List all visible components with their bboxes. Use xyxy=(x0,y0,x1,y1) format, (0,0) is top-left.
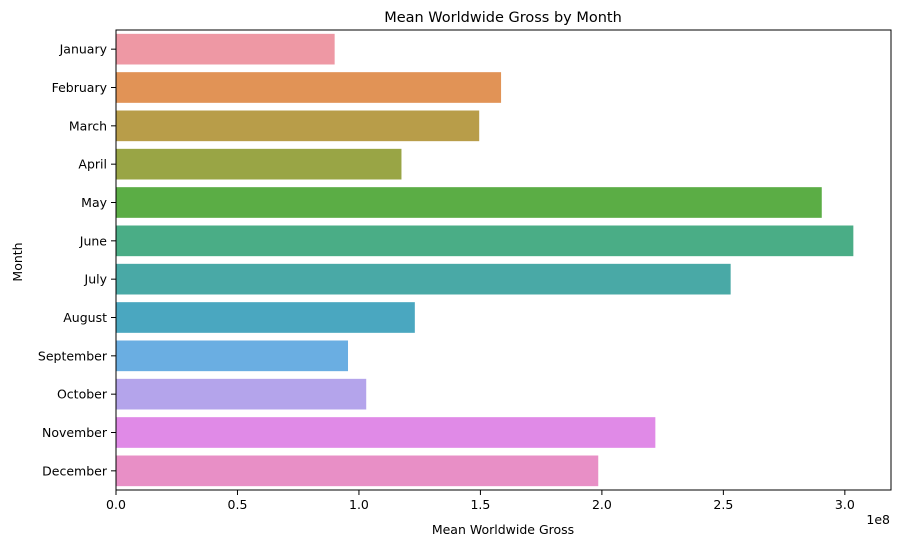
bar-may xyxy=(116,187,822,218)
x-tick-label: 0.5 xyxy=(228,497,248,512)
y-tick-label: October xyxy=(57,387,108,402)
x-tick-label: 2.5 xyxy=(713,497,733,512)
bar-june xyxy=(116,225,854,257)
bar-october xyxy=(116,378,367,410)
x-tick-label: 1.5 xyxy=(470,497,490,512)
bar-march xyxy=(116,110,480,142)
y-tick-label: March xyxy=(69,118,107,133)
plot-frame xyxy=(115,29,892,491)
x-axis-label: Mean Worldwide Gross xyxy=(432,522,574,537)
bars-layer xyxy=(116,33,854,487)
y-tick-label: May xyxy=(81,195,107,210)
y-tick-label: December xyxy=(42,463,108,478)
bar-january xyxy=(116,33,335,65)
y-tick-label: April xyxy=(78,157,107,172)
bar-april xyxy=(116,148,402,180)
bar-february xyxy=(116,72,502,103)
bar-july xyxy=(116,263,731,295)
y-tick-label: June xyxy=(79,233,108,248)
y-tick-label: January xyxy=(59,42,108,57)
x-tick-label: 3.0 xyxy=(835,497,855,512)
y-tick-label: November xyxy=(42,425,108,440)
y-tick-label: July xyxy=(84,272,108,287)
x-axis-offset-text: 1e8 xyxy=(866,512,890,527)
axes-layer: January February March April May June July Augu… xyxy=(38,29,892,512)
y-tick-label: September xyxy=(38,348,108,363)
bar-november xyxy=(116,417,656,448)
x-tick-label: 1.0 xyxy=(349,497,369,512)
y-tick-label: February xyxy=(52,80,108,95)
bar-august xyxy=(116,302,415,333)
y-axis-label: Month xyxy=(10,242,25,281)
x-tick-label: 0.0 xyxy=(106,497,126,512)
bar-september xyxy=(116,340,349,372)
y-tick-label: August xyxy=(63,310,107,325)
chart-title: Mean Worldwide Gross by Month xyxy=(384,10,622,26)
x-tick-label: 2.0 xyxy=(592,497,612,512)
bar-december xyxy=(116,455,599,487)
